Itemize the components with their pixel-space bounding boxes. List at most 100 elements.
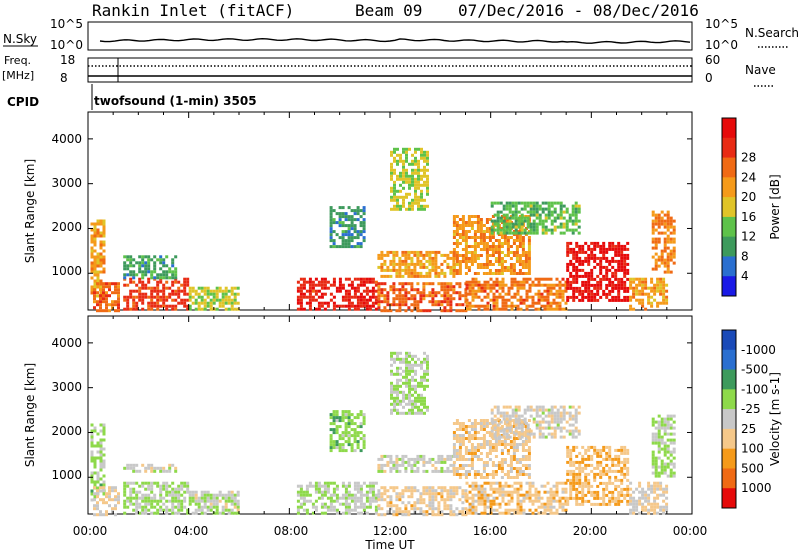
heatmap-cell <box>144 267 148 271</box>
heatmap-cell <box>599 268 603 272</box>
heatmap-cell <box>408 399 411 403</box>
heatmap-cell <box>422 265 426 269</box>
heatmap-cell <box>353 209 357 213</box>
heatmap-cell <box>593 292 597 296</box>
heatmap-cell <box>491 464 495 467</box>
heatmap-cell <box>171 304 175 308</box>
heatmap-cell <box>516 286 520 290</box>
heatmap-cell <box>410 303 414 307</box>
heatmap-cell <box>523 201 527 205</box>
heatmap-cell <box>599 472 603 476</box>
heatmap-cell <box>527 449 531 452</box>
heatmap-cell <box>635 487 639 491</box>
heatmap-cell <box>353 218 357 222</box>
heatmap-cell <box>332 410 336 414</box>
heatmap-cell <box>455 492 459 496</box>
heatmap-cell <box>443 253 447 257</box>
heatmap-cell <box>525 481 529 485</box>
heatmap-cell <box>575 478 579 482</box>
heatmap-cell <box>99 261 103 265</box>
heatmap-cell <box>507 484 511 488</box>
heatmap-cell <box>117 303 120 307</box>
heatmap-cell <box>485 260 489 263</box>
heatmap-cell <box>529 429 533 433</box>
heatmap-cell <box>581 244 585 248</box>
heatmap-cell <box>449 282 453 286</box>
heatmap-cell <box>126 295 130 299</box>
heatmap-cell <box>467 434 471 437</box>
heatmap-cell <box>656 484 660 488</box>
heatmap-cell <box>401 513 405 517</box>
heatmap-cell <box>383 262 387 266</box>
heatmap-cell <box>458 227 462 230</box>
heatmap-cell <box>452 285 456 289</box>
heatmap-cell <box>464 254 468 257</box>
heatmap-cell <box>461 492 465 496</box>
heatmap-cell <box>431 300 435 304</box>
heatmap-cell <box>468 289 472 293</box>
heatmap-cell <box>569 493 573 497</box>
heatmap-cell <box>99 465 103 469</box>
heatmap-cell <box>414 147 417 151</box>
heatmap-cell <box>528 481 532 485</box>
heatmap-cell <box>587 271 591 275</box>
heatmap-cell <box>520 216 524 220</box>
heatmap-cell <box>428 256 432 260</box>
heatmap-cell <box>332 304 336 308</box>
heatmap-cell <box>437 454 441 458</box>
heatmap-cell <box>341 434 345 438</box>
heatmap-cell <box>659 301 663 305</box>
heatmap-cell <box>623 253 627 257</box>
heatmap-cell <box>654 432 658 436</box>
heatmap-cell <box>650 301 654 305</box>
heatmap-cell <box>574 228 578 232</box>
heatmap-cell <box>177 295 181 299</box>
heatmap-cell <box>663 258 667 262</box>
heatmap-cell <box>494 455 498 458</box>
heatmap-cell <box>499 210 503 214</box>
heatmap-cell <box>488 422 492 425</box>
heatmap-cell <box>488 260 492 263</box>
heatmap-cell <box>626 493 630 497</box>
heatmap-cell <box>114 504 117 508</box>
heatmap-cell <box>584 499 588 503</box>
heatmap-cell <box>197 304 201 308</box>
heatmap-cell <box>517 432 521 436</box>
heatmap-cell <box>523 420 527 424</box>
heatmap-cell <box>505 432 509 436</box>
heatmap-cell <box>407 489 411 493</box>
heatmap-cell <box>527 272 531 275</box>
heatmap-cell <box>522 493 526 497</box>
heatmap-cell <box>559 216 563 220</box>
heatmap-cell <box>102 267 106 271</box>
heatmap-cell <box>561 307 565 311</box>
heatmap-cell <box>405 351 408 355</box>
heatmap-cell <box>559 222 563 226</box>
heatmap-cell <box>411 357 414 361</box>
heatmap-cell <box>302 508 306 512</box>
heatmap-cell <box>335 440 339 444</box>
heatmap-cell <box>405 360 408 364</box>
heatmap-cell <box>473 260 477 263</box>
heatmap-cell <box>479 422 483 425</box>
heatmap-cell <box>419 259 423 263</box>
heatmap-cell <box>350 301 354 305</box>
heatmap-cell <box>537 283 541 287</box>
heatmap-cell <box>129 261 133 265</box>
heatmap-cell <box>464 464 468 467</box>
heatmap-cell <box>168 304 172 308</box>
heatmap-cell <box>581 247 585 251</box>
heatmap-cell <box>443 469 447 473</box>
heatmap-cell <box>507 511 511 515</box>
heatmap-cell <box>468 292 472 296</box>
heatmap-cell <box>425 504 429 508</box>
heatmap-cell <box>396 354 399 358</box>
heatmap-cell <box>422 510 426 514</box>
heatmap-cell <box>550 219 554 223</box>
heatmap-cell <box>159 484 163 488</box>
heatmap-cell <box>559 207 563 211</box>
heatmap-cell <box>489 289 493 293</box>
heatmap-cell <box>499 216 503 220</box>
heatmap-cell <box>329 493 333 497</box>
heatmap-cell <box>455 221 459 224</box>
